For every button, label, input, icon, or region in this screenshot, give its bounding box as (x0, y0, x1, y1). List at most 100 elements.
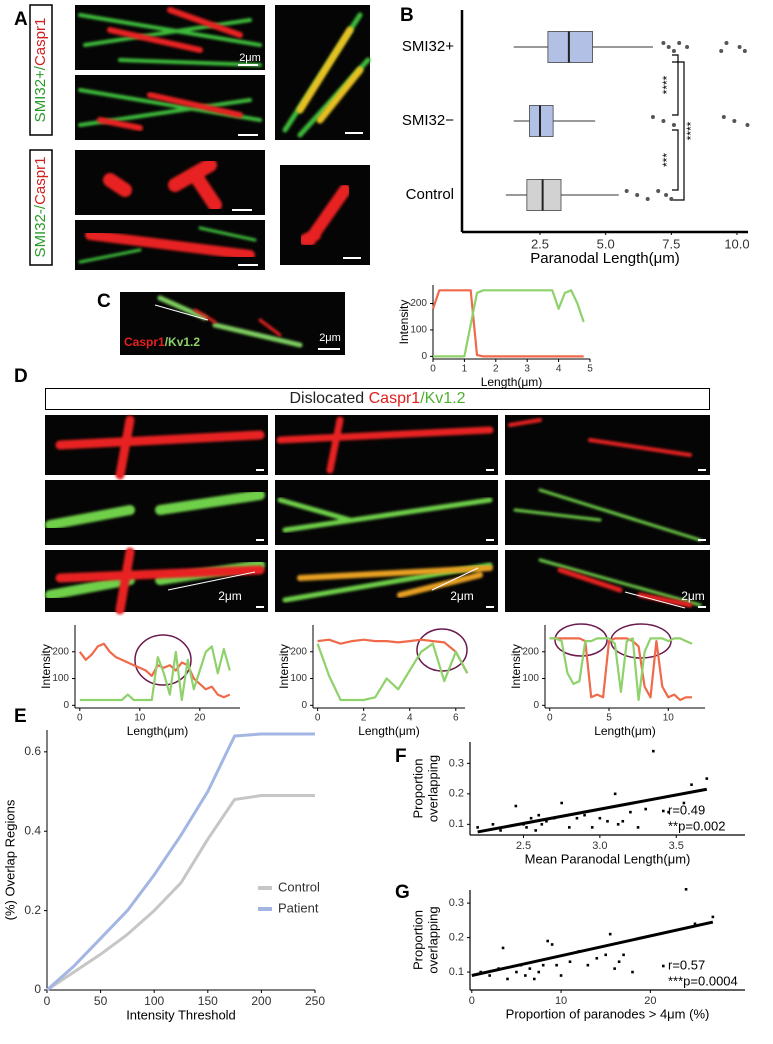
point (537, 970, 541, 974)
series-line (549, 637, 693, 702)
outlier (635, 193, 640, 197)
label-part: SMI32+/ (32, 65, 49, 122)
point (693, 922, 697, 926)
x-tick-label: 5 (587, 364, 593, 375)
outlier (671, 123, 676, 127)
row-label: SMI32-/Caspr1 (32, 157, 49, 258)
box (547, 31, 593, 63)
y-axis-label: overlapping (425, 755, 440, 822)
point (540, 823, 544, 826)
x-tick-label: 0 (77, 713, 83, 724)
y-tick-label: 0.2 (24, 903, 41, 917)
point (616, 823, 620, 826)
panel-d-header: Dislocated Caspr1/Kv1.2 (45, 388, 710, 410)
outlier (724, 41, 729, 45)
outlier (732, 119, 737, 123)
point (606, 819, 609, 823)
point (682, 801, 686, 805)
x-tick-label: 250 (305, 994, 325, 1008)
y-axis-label: Proportion (410, 759, 425, 819)
point (514, 804, 518, 808)
point (636, 826, 640, 829)
y-axis-label: Intensity (509, 644, 523, 689)
significance-label: **** (660, 75, 674, 94)
y-tick-label: 0.1 (449, 818, 464, 830)
x-axis-label: Intensity Threshold (126, 1007, 236, 1022)
y-tick-label: 100 (410, 325, 427, 336)
y-tick-label: 0.3 (449, 757, 464, 769)
point (621, 819, 625, 823)
point (537, 813, 541, 817)
x-tick-label: 4 (407, 713, 413, 724)
y-tick-label: 100 (290, 673, 307, 684)
x-tick-label: 2.5 (531, 236, 549, 251)
x-tick-label: 1 (462, 364, 468, 375)
outlier (650, 115, 655, 119)
point (491, 823, 495, 826)
point (499, 829, 502, 832)
point (488, 974, 491, 977)
point (529, 816, 533, 820)
y-tick-label: 0.6 (24, 744, 41, 758)
outlier (664, 193, 669, 197)
panel-label: E (14, 706, 27, 727)
outlier (656, 189, 661, 193)
outlier (719, 49, 724, 53)
panel-label: C (97, 291, 111, 312)
outlier (685, 45, 690, 49)
y-axis-label: (%) Overlap Regions (2, 799, 17, 920)
header-part: /Kv1.2 (420, 390, 466, 407)
x-axis-label: Length(μm) (594, 724, 656, 738)
outlier (742, 49, 747, 53)
series-line (433, 289, 585, 358)
y-tick-label: 0.3 (449, 897, 464, 909)
x-tick-label: 10 (134, 713, 146, 724)
panel-label: D (14, 366, 28, 387)
point (705, 777, 709, 780)
x-tick-label: 5.0 (597, 236, 615, 251)
y-axis-label: Intensity (397, 300, 411, 345)
legend-label: Control (278, 879, 320, 894)
stat-annotation: ***p=0.0004 (668, 973, 738, 988)
point (476, 826, 479, 829)
x-axis-label: Paranodal Length(μm) (530, 250, 680, 267)
point (598, 816, 602, 820)
y-tick-label: 0.2 (449, 788, 464, 800)
outlier (745, 123, 750, 127)
y-axis-label: Intensity (39, 644, 53, 689)
x-tick-label: 5 (606, 713, 612, 724)
box (529, 105, 554, 137)
point (506, 977, 509, 981)
row-label: SMI32+/Caspr1 (32, 18, 49, 123)
significance-bracket (672, 54, 685, 201)
point (711, 915, 715, 919)
image-label: Caspr1/Kv1.2 (124, 335, 200, 349)
outlier (677, 41, 682, 45)
outlier (669, 197, 674, 201)
x-tick-label: 0 (469, 995, 475, 1007)
point (515, 970, 518, 974)
trend-line (477, 787, 708, 834)
x-tick-label: 7.5 (662, 236, 680, 251)
x-tick-label: 150 (198, 994, 218, 1008)
x-tick-label: 10.0 (724, 236, 749, 251)
outlier (624, 189, 629, 193)
point (586, 963, 590, 967)
y-tick-label: SMI32− (402, 112, 454, 129)
scale-label: 2μm (218, 589, 242, 603)
y-tick-label: 200 (522, 646, 539, 657)
x-tick-label: 2 (493, 364, 499, 375)
x-tick-label: 6 (453, 713, 459, 724)
stat-annotation: **p=0.002 (668, 818, 725, 833)
series-line (549, 637, 692, 702)
y-tick-label: 200 (290, 646, 307, 657)
stat-annotation: r=0.49 (668, 802, 705, 817)
trend-line (471, 920, 714, 977)
header-part: Dislocated (289, 390, 365, 407)
annotation-dot (662, 964, 665, 968)
outlier (671, 49, 676, 53)
x-tick-label: 20 (644, 995, 656, 1007)
y-tick-label: Control (406, 186, 454, 203)
point (644, 807, 647, 811)
